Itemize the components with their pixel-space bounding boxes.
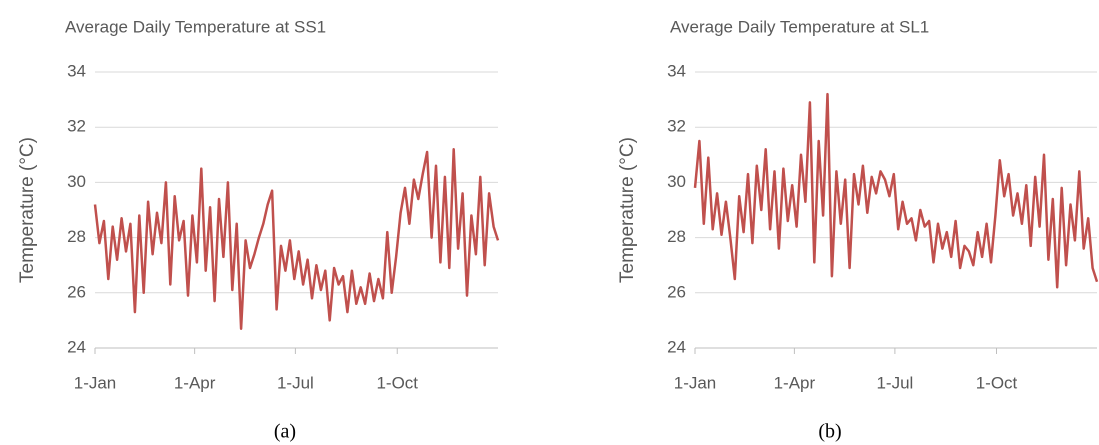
caption: (b) <box>818 421 841 443</box>
y-axis-title: Temperature (°C) <box>17 137 38 283</box>
data-line <box>93 148 500 330</box>
y-tick-label: 28 <box>667 227 686 246</box>
x-tick-label: 1-Jan <box>674 373 717 392</box>
x-tick-label: 1-Oct <box>376 373 418 392</box>
y-tick-label: 26 <box>67 282 86 301</box>
y-tick-label: 32 <box>667 117 686 136</box>
y-tick-label: 30 <box>67 172 86 191</box>
x-tick-label: 1-Apr <box>774 373 816 392</box>
chart-title: Average Daily Temperature at SL1 <box>670 17 929 36</box>
y-tick-label: 24 <box>667 337 686 356</box>
y-tick-label: 32 <box>67 117 86 136</box>
x-tick-label: 1-Jul <box>277 373 314 392</box>
y-tick-label: 24 <box>67 337 86 356</box>
x-tick-label: 1-Oct <box>976 373 1018 392</box>
chart-title: Average Daily Temperature at SS1 <box>65 17 326 36</box>
x-tick-label: 1-Jan <box>74 373 117 392</box>
data-line <box>693 92 1099 289</box>
y-tick-label: 34 <box>67 61 86 80</box>
y-tick-label: 28 <box>67 227 86 246</box>
y-axis-title: Temperature (°C) <box>617 137 638 283</box>
y-tick-label: 26 <box>667 282 686 301</box>
y-tick-label: 30 <box>667 172 686 191</box>
x-tick-label: 1-Jul <box>876 373 913 392</box>
caption: (a) <box>274 421 296 443</box>
y-tick-label: 34 <box>667 61 686 80</box>
x-tick-label: 1-Apr <box>174 373 216 392</box>
